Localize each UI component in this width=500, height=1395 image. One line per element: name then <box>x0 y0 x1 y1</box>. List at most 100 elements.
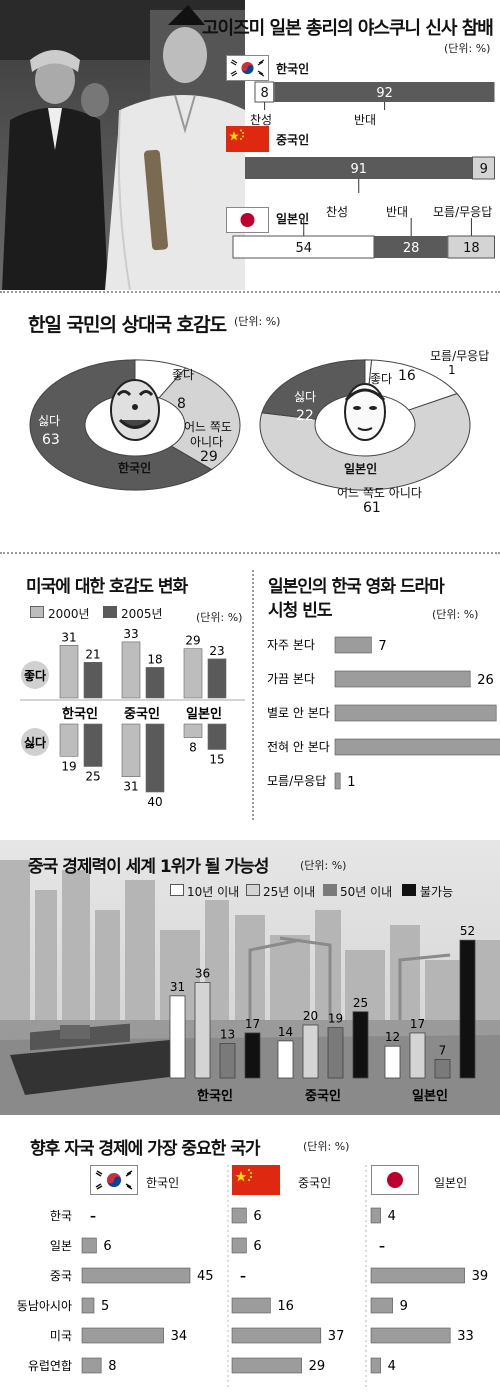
divider-vertical <box>252 570 254 820</box>
yasukuni-china-other-value: 9 <box>480 162 488 177</box>
imp-value-1-1: 6 <box>253 1239 261 1254</box>
us-dislike-bar-0-0 <box>59 723 79 757</box>
china-econ-unit: (단위: %) <box>300 859 347 872</box>
drama-bar-2 <box>334 704 497 722</box>
us-like-value-2-0: 29 <box>185 634 200 648</box>
legend-25y-label: 25년 이내 <box>263 885 316 899</box>
us-like-bar-2-1 <box>207 658 227 699</box>
legend-impossible-label: 불가능 <box>420 885 454 899</box>
imp-cat-0: 한국 <box>50 1209 72 1223</box>
us-favor-unit: (단위: %) <box>196 611 243 624</box>
yasukuni-japan-against-label: 반대 <box>386 205 409 219</box>
us-like-bar-1-1 <box>145 667 165 699</box>
us-like-value-1-1: 18 <box>147 652 162 666</box>
us-dislike-bar-2-0 <box>183 723 203 738</box>
yasukuni-china-against-value: 91 <box>350 162 367 177</box>
drama-cat-0: 자주 본다 <box>267 638 315 652</box>
jp-center-label: 일본인 <box>344 462 378 476</box>
us-dislike-value-2-0: 8 <box>189 741 197 755</box>
yasukuni-korea-against-value: 92 <box>376 86 393 101</box>
legend-10y-label: 10년 이내 <box>187 885 240 899</box>
imp-cat-2: 중국 <box>50 1269 72 1283</box>
us-like-bar-0-0 <box>59 644 79 699</box>
us-dislike-value-1-1: 40 <box>147 795 162 809</box>
imp-korea-flag-icon <box>90 1165 138 1195</box>
kr-neutral-label-1: 어느 쪽도 <box>184 420 232 434</box>
imp-bar-1-4 <box>231 1327 322 1344</box>
yasukuni-japan-label: 일본인 <box>276 212 310 226</box>
imp-bar-2-3 <box>370 1297 393 1314</box>
us-dislike-bar-1-0 <box>121 723 141 778</box>
jp-neutral-value: 61 <box>363 500 381 516</box>
imp-value-1-4: 37 <box>328 1329 345 1344</box>
yasukuni-korea-for-value: 8 <box>260 86 268 101</box>
imp-cat-5: 유럽연합 <box>28 1359 72 1373</box>
imp-value-2-5: 4 <box>388 1359 396 1374</box>
imp-korea-label: 한국인 <box>146 1176 180 1190</box>
us-dislike-value-2-1: 15 <box>209 753 224 767</box>
yasukuni-korea-label: 한국인 <box>276 62 310 76</box>
like-badge <box>21 661 49 689</box>
drama-unit: (단위: %) <box>432 608 479 621</box>
favorability-title: 한일 국민의 상대국 호감도 <box>28 314 227 336</box>
legend-2000-swatch <box>30 606 44 618</box>
jp-like-value: 16 <box>398 368 416 384</box>
jp-dislike-value: 22 <box>296 408 314 424</box>
kr-like-value: 8 <box>177 396 186 412</box>
econ-cat-1: 중국인 <box>305 1088 341 1104</box>
legend-2005-swatch <box>103 606 117 618</box>
important-title: 향후 자국 경제에 가장 중요한 국가 <box>30 1139 261 1159</box>
kr-neutral-label-2: 아니다 <box>190 435 224 449</box>
divider-2 <box>0 552 500 554</box>
econ-value-2-1: 17 <box>410 1017 425 1031</box>
imp-japan-flag-icon <box>371 1165 419 1195</box>
imp-bar-2-4 <box>370 1327 451 1344</box>
china-flag-icon <box>226 126 269 152</box>
yasukuni-japan-against-bar <box>374 236 448 258</box>
imp-bar-0-5 <box>81 1357 102 1374</box>
china-econ-title: 중국 경제력이 세계 1위가 될 가능성 <box>28 857 269 877</box>
econ-value-2-3: 52 <box>460 924 475 938</box>
donut-k-slice-1 <box>158 367 241 471</box>
yasukuni-title: 고이즈미 일본 총리의 야스쿠니 신사 참배 <box>202 18 494 39</box>
imp-bar-0-4 <box>81 1327 164 1344</box>
econ-value-0-1: 36 <box>195 967 210 981</box>
yasukuni-china-other-bar <box>472 156 495 180</box>
econ-bar-2-2 <box>434 1059 451 1079</box>
econ-bar-1-1 <box>302 1024 319 1079</box>
imp-value-2-0: 4 <box>388 1209 396 1224</box>
imp-bar-0-2 <box>81 1267 191 1284</box>
econ-value-2-2: 7 <box>439 1043 447 1057</box>
imp-value-0-5: 8 <box>108 1359 116 1374</box>
kr-dislike-value: 63 <box>42 432 60 448</box>
yasukuni-china-bar: 91 9 <box>245 156 495 193</box>
favorability-unit: (단위: %) <box>234 315 281 328</box>
imp-china-flag-icon <box>232 1165 280 1195</box>
drama-bar-4 <box>334 772 341 790</box>
us-dislike-bar-2-1 <box>207 723 227 750</box>
imp-missing-1-2: – <box>240 1269 246 1283</box>
econ-bar-1-0 <box>277 1040 294 1079</box>
kr-like-label: 좋다 <box>172 368 195 382</box>
us-cat-label-2: 일본인 <box>186 706 222 722</box>
jp-unknown-value: 1 <box>448 363 456 377</box>
imp-value-2-4: 33 <box>457 1329 474 1344</box>
drama-cat-3: 전혀 안 본다 <box>267 740 330 754</box>
econ-cat-0: 한국인 <box>197 1088 233 1104</box>
legend-25y-swatch <box>246 884 260 896</box>
imp-value-1-3: 16 <box>277 1299 294 1314</box>
us-like-value-0-0: 31 <box>61 630 76 644</box>
imp-cat-4: 미국 <box>50 1329 72 1343</box>
drama-cat-2: 별로 안 본다 <box>267 706 330 720</box>
us-like-bar-2-0 <box>183 648 203 699</box>
dislike-badge-label: 싫다 <box>24 735 46 750</box>
imp-bar-1-5 <box>231 1357 302 1374</box>
imp-bar-2-5 <box>370 1357 381 1374</box>
imp-bar-1-3 <box>231 1297 271 1314</box>
imp-bar-2-2 <box>370 1267 465 1284</box>
imp-missing-0-0: – <box>90 1209 96 1223</box>
imp-value-0-1: 6 <box>103 1239 111 1254</box>
legend-50y-label: 50년 이내 <box>340 885 393 899</box>
